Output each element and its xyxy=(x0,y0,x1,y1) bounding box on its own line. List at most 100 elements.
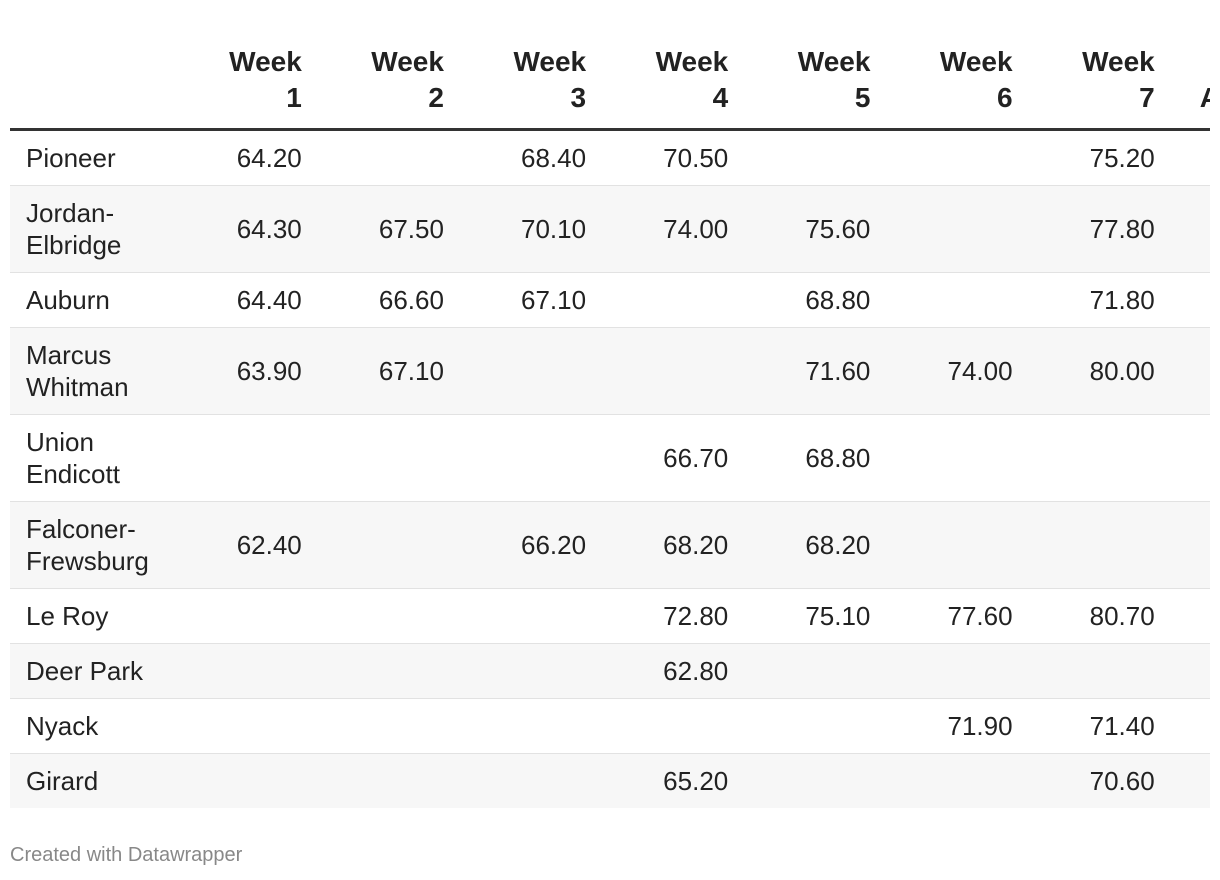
cell: 77.60 xyxy=(893,588,1036,644)
cell xyxy=(324,129,467,186)
table-body: Pioneer 64.20 68.40 70.50 75.20 Jordan-Elbrid… xyxy=(10,129,1210,808)
cell: 67.50 xyxy=(324,185,467,273)
column-header: Week 7 xyxy=(1035,40,1178,131)
cell xyxy=(751,698,894,754)
cell: 66.70 xyxy=(609,414,752,502)
cell: 68.20 xyxy=(751,501,894,589)
cell xyxy=(182,698,325,754)
cell xyxy=(1177,129,1210,186)
cell xyxy=(1177,698,1210,754)
table-row: Falconer-Frewsburg 62.40 66.20 68.20 68.20 xyxy=(10,501,1210,589)
cell xyxy=(182,643,325,699)
cell xyxy=(751,129,894,186)
cell: 71.40 xyxy=(1035,698,1178,754)
cell: 75.60 xyxy=(751,185,894,273)
cell xyxy=(609,327,752,415)
cell: 65.20 xyxy=(609,753,752,808)
cell xyxy=(1035,643,1178,699)
column-header-text: Week 3 xyxy=(513,46,587,113)
cell xyxy=(324,643,467,699)
column-header: Week 4 xyxy=(609,40,752,131)
cell: 80.70 xyxy=(1035,588,1178,644)
cell xyxy=(466,327,610,415)
cell xyxy=(751,753,894,808)
cell xyxy=(466,643,610,699)
cell: 70.60 xyxy=(1035,753,1178,808)
cell xyxy=(751,643,894,699)
cell xyxy=(182,753,325,808)
cell: 74.00 xyxy=(893,327,1036,415)
cell: 68.20 xyxy=(609,501,752,589)
column-header-text: A xyxy=(1199,82,1210,113)
cell xyxy=(466,414,610,502)
cell: 64.40 xyxy=(182,272,325,328)
column-header: Week 1 xyxy=(182,40,325,131)
cell: 68.40 xyxy=(466,129,610,186)
row-name: Le Roy xyxy=(10,588,183,644)
cell: 75.10 xyxy=(751,588,894,644)
cell xyxy=(609,272,752,328)
cell: 68.80 xyxy=(751,272,894,328)
cell xyxy=(1177,327,1210,415)
cell: 70.50 xyxy=(609,129,752,186)
cell xyxy=(182,414,325,502)
table-row: Deer Park 62.80 xyxy=(10,643,1210,699)
cell xyxy=(1177,272,1210,328)
cell xyxy=(609,698,752,754)
table-container: Week 1 Week 2 Week 3 Week 4 Week 5 Week 6 Week… xyxy=(10,40,1210,808)
cell: 72.80 xyxy=(609,588,752,644)
cell xyxy=(893,129,1036,186)
column-header: A xyxy=(1177,40,1210,131)
column-header-text: Week 6 xyxy=(939,46,1013,113)
cell xyxy=(182,588,325,644)
cell xyxy=(893,272,1036,328)
cell xyxy=(466,588,610,644)
column-header: Week 2 xyxy=(324,40,467,131)
column-header-text: Week 5 xyxy=(797,46,871,113)
cell xyxy=(1177,588,1210,644)
column-header-text: Week 1 xyxy=(229,46,302,113)
cell: 64.30 xyxy=(182,185,325,273)
column-header: Week 6 xyxy=(893,40,1036,131)
row-name: Deer Park xyxy=(10,643,183,699)
cell: 70.10 xyxy=(466,185,610,273)
cell xyxy=(1177,753,1210,808)
cell: 71.60 xyxy=(751,327,894,415)
table-row: Pioneer 64.20 68.40 70.50 75.20 xyxy=(10,129,1210,186)
row-name: Auburn xyxy=(10,272,183,328)
row-name: Pioneer xyxy=(10,129,183,186)
row-name: Falconer-Frewsburg xyxy=(10,501,183,589)
cell: 62.80 xyxy=(609,643,752,699)
table-row: Auburn 64.40 66.60 67.10 68.80 71.80 xyxy=(10,272,1210,328)
column-header-text: Week 2 xyxy=(371,46,444,113)
cell: 67.10 xyxy=(466,272,610,328)
cell xyxy=(893,501,1036,589)
row-name: Marcus Whitman xyxy=(10,327,183,415)
cell: 68.80 xyxy=(751,414,894,502)
cell: 63.90 xyxy=(182,327,325,415)
header-cell xyxy=(10,40,183,131)
table-row: Marcus Whitman 63.90 67.10 71.60 74.00 80.00 xyxy=(10,327,1210,415)
cell xyxy=(1035,414,1178,502)
header-row: Week 1 Week 2 Week 3 Week 4 Week 5 Week 6 Week… xyxy=(10,40,1210,131)
cell: 71.90 xyxy=(893,698,1036,754)
cell xyxy=(466,698,610,754)
cell xyxy=(1177,643,1210,699)
cell xyxy=(324,588,467,644)
row-name: Nyack xyxy=(10,698,183,754)
cell xyxy=(893,643,1036,699)
credit: Created with Datawrapper xyxy=(10,844,243,866)
row-name: Jordan-Elbridge xyxy=(10,185,183,273)
cell xyxy=(324,753,467,808)
cell xyxy=(1177,501,1210,589)
cell: 64.20 xyxy=(182,129,325,186)
table-row: Union Endicott 66.70 68.80 xyxy=(10,414,1210,502)
cell xyxy=(324,414,467,502)
table-row: Jordan-Elbridge 64.30 67.50 70.10 74.00 75.60… xyxy=(10,185,1210,273)
cell: 66.20 xyxy=(466,501,610,589)
cell: 80.00 xyxy=(1035,327,1178,415)
cell: 67.10 xyxy=(324,327,467,415)
cell: 66.60 xyxy=(324,272,467,328)
cell: 77.80 xyxy=(1035,185,1178,273)
cell: 74.00 xyxy=(609,185,752,273)
